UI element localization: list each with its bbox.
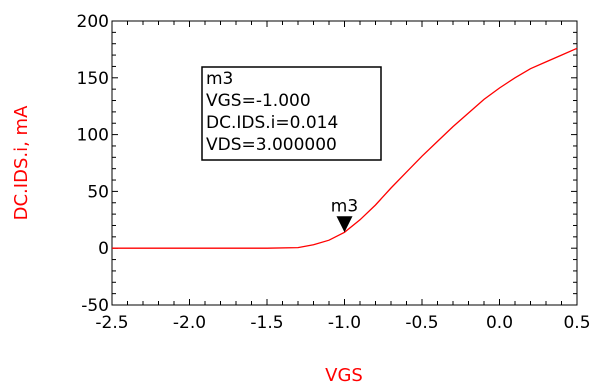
marker-label: m3 bbox=[331, 196, 358, 216]
x-tick-label: -0.5 bbox=[405, 313, 438, 333]
marker-readout-line-3: DC.IDS.i=0.014 bbox=[206, 113, 338, 133]
y-tick-labels: 200 150 100 50 0 -50 bbox=[77, 12, 109, 316]
x-tick-labels: -2.5 -2.0 -1.5 -1.0 -0.5 0.0 0.5 bbox=[95, 313, 590, 333]
y-tick-label: 200 bbox=[77, 12, 109, 32]
x-tick-label: -1.0 bbox=[328, 313, 361, 333]
marker-triangle-icon[interactable] bbox=[336, 216, 353, 233]
x-tick-label: -2.0 bbox=[173, 313, 206, 333]
minor-ticks bbox=[111, 20, 578, 306]
y-tick-label: 100 bbox=[77, 126, 109, 146]
x-axis-label: VGS bbox=[325, 365, 363, 386]
marker-readout-line-4: VDS=3.000000 bbox=[206, 135, 337, 155]
y-tick-label: 150 bbox=[77, 69, 109, 89]
y-tick-label: 50 bbox=[87, 182, 109, 202]
x-tick-label: -2.5 bbox=[95, 313, 128, 333]
data-series-line bbox=[112, 47, 578, 249]
y-tick-label: -50 bbox=[81, 296, 109, 316]
y-axis-label: DC.IDS.i, mA bbox=[11, 105, 32, 220]
x-tick-label: 0.0 bbox=[486, 313, 513, 333]
plot-area bbox=[111, 20, 578, 306]
x-tick-label: -1.5 bbox=[250, 313, 283, 333]
marker-readout-line-2: VGS=-1.000 bbox=[206, 91, 311, 111]
marker-readout-box[interactable]: m3 VGS=-1.000 DC.IDS.i=0.014 VDS=3.00000… bbox=[201, 66, 382, 161]
marker-m3[interactable]: m3 bbox=[331, 196, 358, 233]
marker-readout-line-1: m3 bbox=[206, 69, 233, 89]
x-tick-label: 0.5 bbox=[563, 313, 590, 333]
y-tick-label: 0 bbox=[98, 239, 109, 259]
